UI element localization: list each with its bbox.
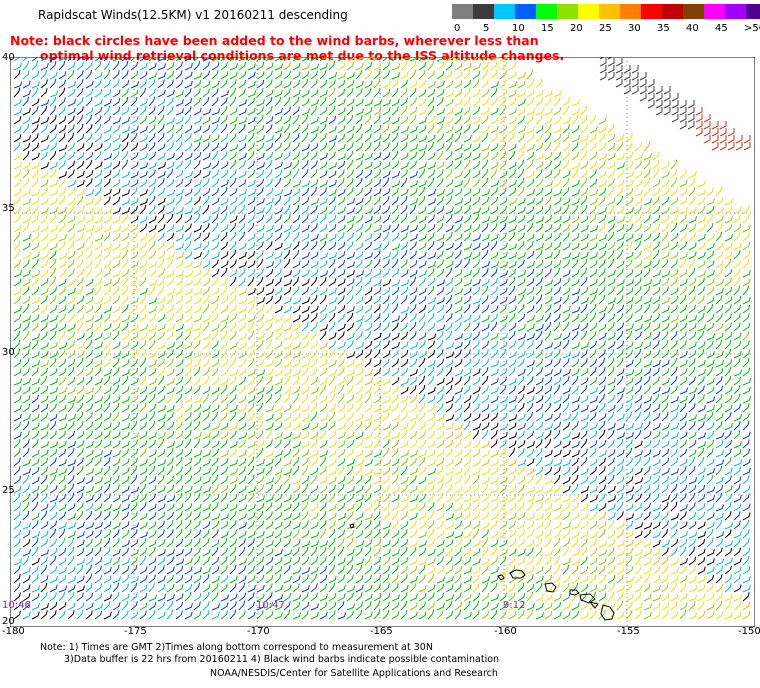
scale-tick-label: 35: [657, 23, 670, 34]
scale-color-swatch: [746, 4, 760, 19]
scale-tick-label: 5: [483, 23, 490, 34]
lon-label-155: -155: [617, 626, 640, 637]
scale-tick-label: 40: [686, 23, 699, 34]
lat-label-30: 30: [2, 347, 15, 358]
scale-tick-label: 10: [512, 23, 525, 34]
lon-label-170: -170: [247, 626, 270, 637]
scale-tick-label: 20: [570, 23, 583, 34]
pass-time-2: 10:47: [256, 600, 285, 611]
scale-tick-label: 45: [715, 23, 728, 34]
island-coastline: [544, 582, 557, 593]
scale-color-swatch: [536, 4, 557, 19]
lat-label-25: 25: [2, 485, 15, 496]
footer-note-line-1: Note: 1) Times are GMT 2)Times along bot…: [40, 642, 433, 653]
lat-label-20: 20: [2, 616, 15, 627]
pass-time-1: 10:46: [2, 600, 31, 611]
scale-tick-label: 0: [454, 23, 461, 34]
lon-label-160: -160: [494, 626, 517, 637]
island-coastline: [569, 589, 580, 596]
island-coastline: [349, 523, 355, 529]
scale-tick-label: 15: [541, 23, 554, 34]
lon-label-180: -180: [2, 626, 25, 637]
scale-color-swatch: [452, 4, 473, 19]
map-title: Rapidscat Winds(12.5KM) v1 20160211 desc…: [38, 8, 348, 22]
lon-label-165: -165: [370, 626, 393, 637]
scale-color-swatch: [725, 4, 746, 19]
island-coastline: [600, 604, 615, 621]
scale-color-swatch: [494, 4, 515, 19]
scale-color-swatch: [515, 4, 536, 19]
scale-color-swatch: [641, 4, 662, 19]
scale-color-swatch: [683, 4, 704, 19]
scale-color-swatch: [557, 4, 578, 19]
lat-label-35: 35: [2, 203, 15, 214]
scale-tick-label: 25: [599, 23, 612, 34]
island-coastline: [588, 601, 599, 609]
hawaiian-islands: [349, 523, 615, 621]
scale-color-swatch: [473, 4, 494, 19]
contamination-note-line-1: Note: black circles have been added to t…: [10, 33, 539, 48]
lon-label-150: -150: [738, 626, 760, 637]
lat-label-40: 40: [2, 52, 15, 63]
map-frame: [10, 57, 755, 627]
wind-barb-map: [10, 57, 755, 627]
pass-time-3: 9:12: [503, 600, 526, 611]
scale-color-swatch: [620, 4, 641, 19]
footer-note-line-2: 3)Data buffer is 22 hrs from 20160211 4)…: [64, 654, 500, 665]
scale-tick-label: 30: [628, 23, 641, 34]
scale-color-swatch: [578, 4, 599, 19]
scale-color-swatch: [599, 4, 620, 19]
scale-color-swatch: [704, 4, 725, 19]
island-coastline: [579, 593, 596, 604]
lat-lon-grid: [10, 57, 755, 627]
lon-label-175: -175: [124, 626, 147, 637]
scale-tick-label: >50 knots: [744, 23, 760, 34]
island-coastline: [509, 569, 526, 579]
scale-color-swatch: [662, 4, 683, 19]
wind-barbs: [13, 57, 751, 620]
island-coastline: [497, 574, 505, 581]
contamination-note-line-2: optimal wind retrieval conditions are me…: [40, 48, 565, 63]
footer-credit: NOAA/NESDIS/Center for Satellite Applica…: [210, 668, 498, 679]
